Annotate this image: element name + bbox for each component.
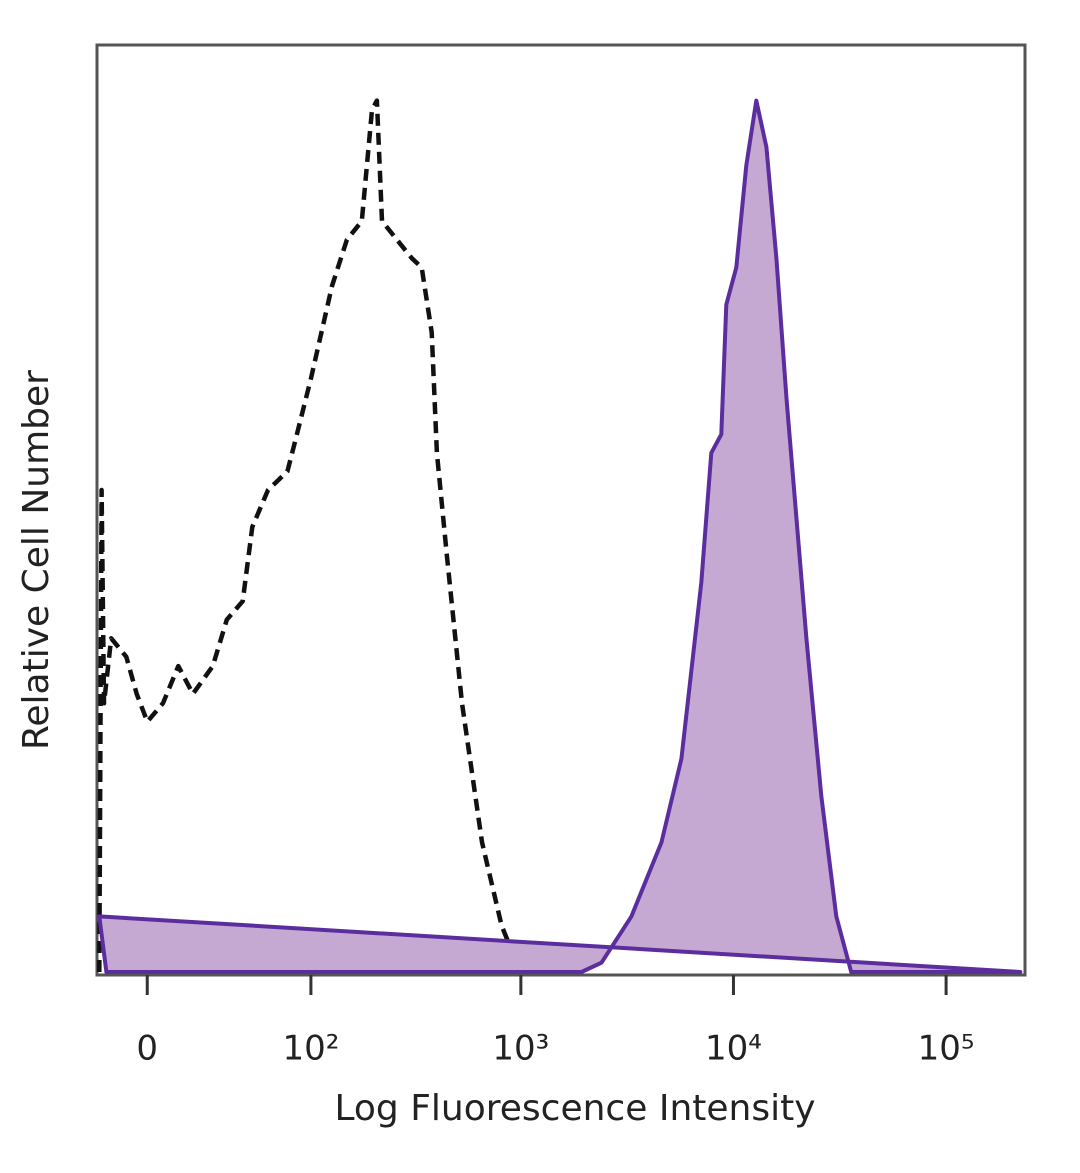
y-axis-title: Relative Cell Number [16,370,57,750]
x-tick-label: 10⁴ [705,1029,762,1069]
histogram-filled [97,98,1023,974]
x-tick-label: 10⁵ [918,1029,975,1069]
x-axis-title: Log Fluorescence Intensity [334,1088,815,1129]
x-tick-label: 10³ [492,1029,549,1069]
plot-area [97,98,1023,974]
plot-frame [95,43,1027,977]
histogram-dashed [97,98,529,974]
x-tick-label: 0 [136,1029,158,1069]
x-tick-label: 10² [282,1029,339,1069]
